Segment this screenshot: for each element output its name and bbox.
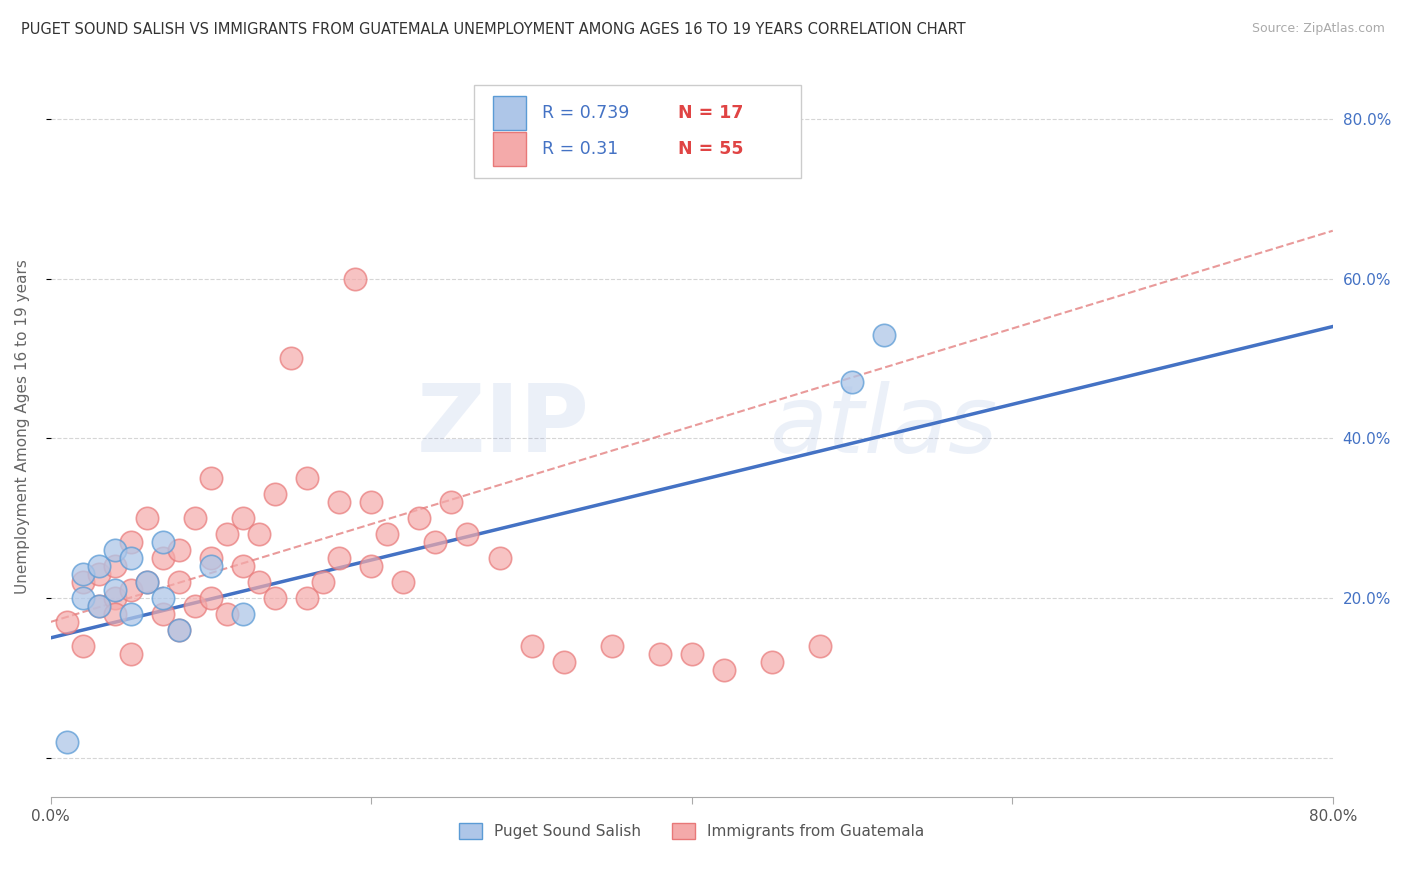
- Point: [152, 591, 174, 605]
- Point: [72, 639, 94, 653]
- Point: [425, 535, 447, 549]
- Point: [360, 495, 382, 509]
- Point: [297, 471, 319, 485]
- Text: N = 55: N = 55: [678, 140, 744, 159]
- Point: [408, 511, 430, 525]
- Y-axis label: Unemployment Among Ages 16 to 19 years: Unemployment Among Ages 16 to 19 years: [15, 259, 30, 594]
- Point: [841, 376, 863, 390]
- Text: ZIP: ZIP: [416, 380, 589, 472]
- Point: [120, 551, 142, 566]
- Point: [375, 527, 398, 541]
- Point: [713, 663, 735, 677]
- Point: [328, 495, 350, 509]
- Point: [808, 639, 831, 653]
- Point: [200, 559, 222, 574]
- Point: [56, 734, 79, 748]
- Text: atlas: atlas: [769, 381, 997, 472]
- Point: [136, 574, 159, 589]
- Point: [167, 623, 190, 637]
- Point: [232, 511, 254, 525]
- Point: [264, 487, 287, 501]
- Point: [87, 599, 110, 613]
- Point: [120, 647, 142, 661]
- Legend: Puget Sound Salish, Immigrants from Guatemala: Puget Sound Salish, Immigrants from Guat…: [453, 817, 931, 846]
- Point: [104, 543, 127, 558]
- Text: N = 17: N = 17: [678, 104, 744, 122]
- Point: [280, 351, 302, 366]
- Point: [761, 655, 783, 669]
- Point: [152, 607, 174, 621]
- Point: [200, 551, 222, 566]
- Point: [553, 655, 575, 669]
- Point: [120, 535, 142, 549]
- Point: [520, 639, 543, 653]
- Point: [87, 599, 110, 613]
- Point: [167, 623, 190, 637]
- Point: [72, 566, 94, 581]
- Point: [136, 511, 159, 525]
- Point: [200, 591, 222, 605]
- Point: [184, 599, 207, 613]
- Point: [87, 559, 110, 574]
- Point: [217, 607, 239, 621]
- Text: R = 0.739: R = 0.739: [541, 104, 630, 122]
- Point: [120, 582, 142, 597]
- Point: [104, 559, 127, 574]
- FancyBboxPatch shape: [494, 132, 526, 167]
- Text: PUGET SOUND SALISH VS IMMIGRANTS FROM GUATEMALA UNEMPLOYMENT AMONG AGES 16 TO 19: PUGET SOUND SALISH VS IMMIGRANTS FROM GU…: [21, 22, 966, 37]
- Point: [392, 574, 415, 589]
- Point: [344, 271, 367, 285]
- Point: [152, 551, 174, 566]
- Point: [104, 582, 127, 597]
- Point: [72, 574, 94, 589]
- Point: [681, 647, 703, 661]
- Point: [184, 511, 207, 525]
- Point: [136, 574, 159, 589]
- Point: [648, 647, 671, 661]
- Point: [152, 535, 174, 549]
- Text: R = 0.31: R = 0.31: [541, 140, 619, 159]
- Point: [104, 591, 127, 605]
- Point: [104, 607, 127, 621]
- Point: [200, 471, 222, 485]
- Point: [600, 639, 623, 653]
- Point: [72, 591, 94, 605]
- Point: [247, 527, 270, 541]
- Point: [120, 607, 142, 621]
- Point: [264, 591, 287, 605]
- FancyBboxPatch shape: [494, 96, 526, 130]
- Point: [217, 527, 239, 541]
- Point: [167, 543, 190, 558]
- Point: [56, 615, 79, 629]
- Point: [167, 574, 190, 589]
- Point: [488, 551, 510, 566]
- Point: [297, 591, 319, 605]
- Point: [360, 559, 382, 574]
- Point: [232, 607, 254, 621]
- Point: [873, 327, 896, 342]
- Point: [232, 559, 254, 574]
- Point: [456, 527, 478, 541]
- Point: [328, 551, 350, 566]
- Point: [312, 574, 335, 589]
- Text: Source: ZipAtlas.com: Source: ZipAtlas.com: [1251, 22, 1385, 36]
- Point: [87, 566, 110, 581]
- Point: [247, 574, 270, 589]
- FancyBboxPatch shape: [474, 85, 801, 178]
- Point: [440, 495, 463, 509]
